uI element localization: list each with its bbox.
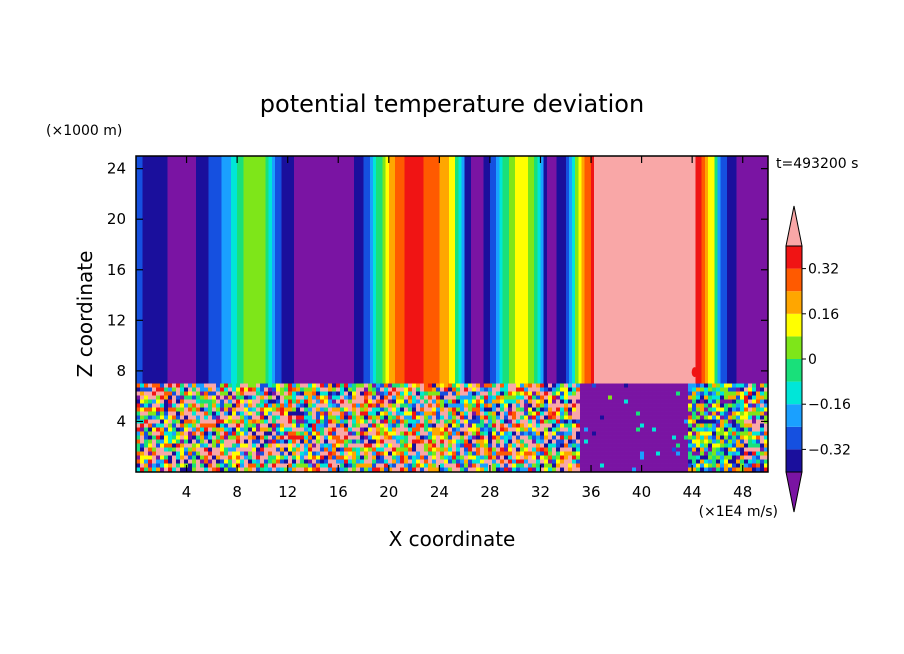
x-tick-label: 20 <box>379 483 398 501</box>
y-unit-label: (×1000 m) <box>46 123 122 139</box>
colorbar-top-arrow <box>785 205 803 247</box>
y-axis: 4 8 12 16 20 24 <box>107 160 768 430</box>
x-tick-label: 36 <box>581 483 600 501</box>
chart-title: potential temperature deviation <box>260 90 644 118</box>
colorbar-segment <box>786 291 802 314</box>
colorbar-segment <box>786 426 802 450</box>
colorbar-segment <box>786 449 802 472</box>
y-tick-label: 8 <box>116 362 126 380</box>
x-tick-label: 28 <box>480 483 499 501</box>
colorbar-tick-label: 0.16 <box>808 307 839 323</box>
plot-frame <box>135 155 769 473</box>
colorbar-bottom-arrow <box>785 471 803 513</box>
colorbar-tick-label: −0.32 <box>808 442 851 458</box>
colorbar-tick-label: 0.32 <box>808 262 839 278</box>
colorbar-tick-label: −0.16 <box>808 397 851 413</box>
lower-turbulent-layer <box>136 383 768 472</box>
colorbar: 0.32 0.16 0 −0.16 −0.32 <box>785 205 851 513</box>
x-tick-label: 16 <box>329 483 348 501</box>
x-tick-label: 4 <box>182 483 192 501</box>
time-label: t=493200 s <box>776 156 858 172</box>
x-tick-label: 24 <box>430 483 449 501</box>
x-unit-label: (×1E4 m/s) <box>699 504 778 520</box>
colorbar-tick-label: 0 <box>808 352 817 368</box>
colorbar-segment <box>786 246 802 269</box>
x-axis: 4 8 12 16 20 24 28 32 36 40 44 48 <box>182 156 752 501</box>
y-tick-label: 20 <box>107 210 126 228</box>
y-axis-label: Z coordinate <box>73 251 97 378</box>
colorbar-segment <box>786 313 802 337</box>
red-spot <box>691 367 698 378</box>
x-tick-label: 44 <box>683 483 702 501</box>
y-tick-label: 24 <box>107 160 126 178</box>
x-tick-label: 48 <box>733 483 752 501</box>
x-tick-label: 40 <box>632 483 651 501</box>
y-tick-label: 4 <box>116 412 126 430</box>
y-tick-label: 16 <box>107 261 126 279</box>
plot-area <box>136 156 768 472</box>
y-tick-label: 12 <box>107 311 126 329</box>
x-tick-label: 8 <box>232 483 242 501</box>
colorbar-segment <box>786 381 802 405</box>
colorbar-segment <box>786 359 802 382</box>
x-axis-label: X coordinate <box>389 527 516 551</box>
x-tick-label: 12 <box>278 483 297 501</box>
x-tick-label: 32 <box>531 483 550 501</box>
colorbar-segment <box>786 336 802 359</box>
colorbar-segment <box>786 268 802 292</box>
colorbar-segment <box>786 404 802 427</box>
upper-layer-band <box>136 156 768 386</box>
